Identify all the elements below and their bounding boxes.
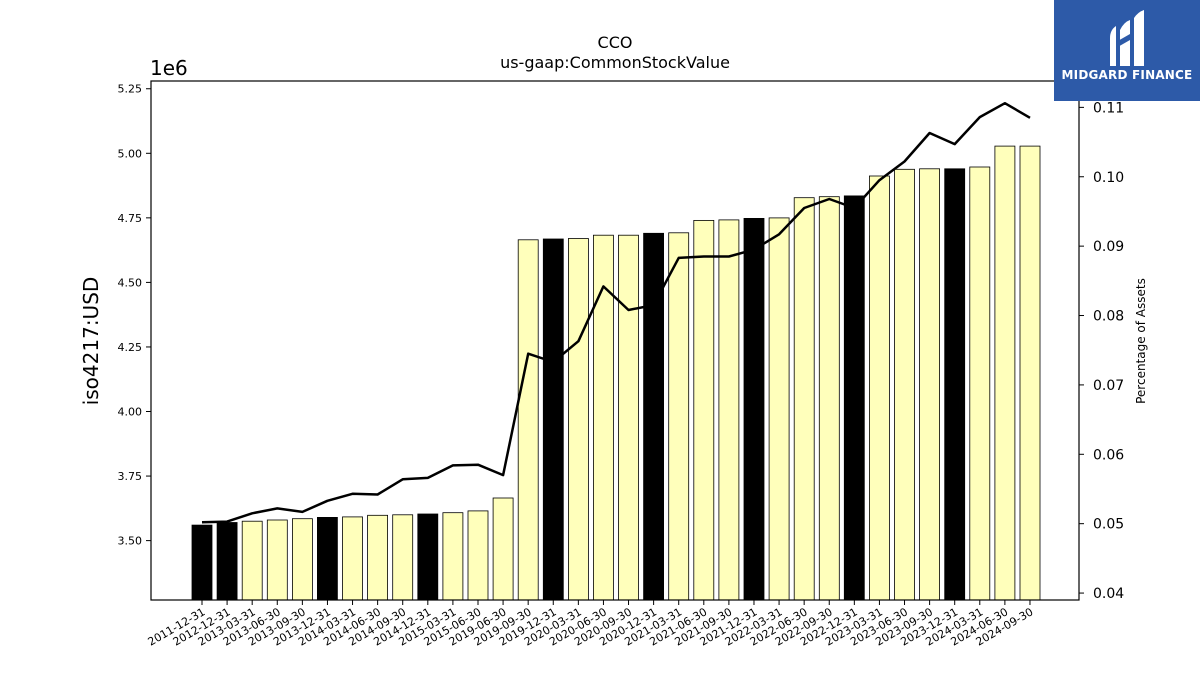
y2-tick-label: 0.09: [1093, 239, 1124, 255]
y-tick-label: 5.25: [118, 83, 143, 96]
y2-tick-label: 0.11: [1093, 100, 1124, 116]
bar: [994, 145, 1016, 601]
y2-tick-label: 0.04: [1093, 586, 1124, 602]
y2-tick-label: 0.07: [1093, 378, 1124, 394]
bar: [442, 512, 464, 601]
bar: [417, 513, 439, 601]
series-line: [201, 101, 1031, 524]
midgard-finance-logo: MIDGARD FINANCE: [1054, 0, 1200, 101]
bar: [969, 166, 991, 601]
bar: [668, 232, 690, 601]
bar: [843, 195, 865, 601]
y-tick-label: 3.50: [118, 535, 143, 548]
bar: [944, 168, 966, 601]
bar: [568, 238, 589, 601]
chart-title: CCO: [598, 33, 633, 52]
bar: [392, 514, 414, 601]
bar: [793, 197, 815, 601]
chart-subtitle: us-gaap:CommonStockValue: [500, 53, 730, 72]
plot-frame: [150, 80, 1080, 601]
bar: [818, 196, 840, 601]
y2-tick-label: 0.05: [1093, 517, 1124, 533]
bar: [492, 497, 514, 601]
bar: [919, 168, 940, 601]
bar: [367, 514, 389, 601]
y-tick-label: 4.75: [118, 212, 143, 225]
y-tick-label: 3.75: [118, 470, 143, 483]
bar: [894, 168, 915, 601]
bar: [191, 524, 213, 601]
bar: [467, 510, 489, 601]
y-tick-label: 4.25: [118, 341, 143, 354]
bar: [342, 516, 363, 601]
bar: [266, 519, 288, 601]
bar: [743, 217, 765, 601]
bar: [643, 232, 664, 601]
y-axis-label: iso4217:USD: [79, 277, 103, 406]
bar: [316, 517, 338, 601]
bar: [291, 518, 313, 601]
y-tick-label: 4.00: [118, 406, 143, 419]
y2-tick-label: 0.06: [1093, 447, 1124, 463]
bar: [1019, 145, 1041, 601]
bar: [241, 520, 263, 601]
bar: [517, 239, 539, 601]
y2-axis-label: Percentage of Assets: [1134, 278, 1148, 404]
bar: [618, 234, 639, 601]
y-tick-label: 5.00: [118, 147, 143, 160]
y2-tick-label: 0.10: [1093, 170, 1124, 186]
bar: [593, 234, 614, 601]
logo-text: MIDGARD FINANCE: [1061, 68, 1193, 82]
bar: [216, 522, 238, 601]
y2-tick-label: 0.08: [1093, 309, 1124, 325]
bar: [542, 238, 564, 601]
bar: [768, 217, 790, 601]
bar: [869, 175, 890, 601]
midgard-logo-icon: [1110, 10, 1144, 66]
y-tick-label: 4.50: [118, 276, 143, 289]
bar: [693, 219, 715, 601]
bar: [718, 219, 740, 601]
y-offset-label: 1e6: [150, 56, 188, 80]
